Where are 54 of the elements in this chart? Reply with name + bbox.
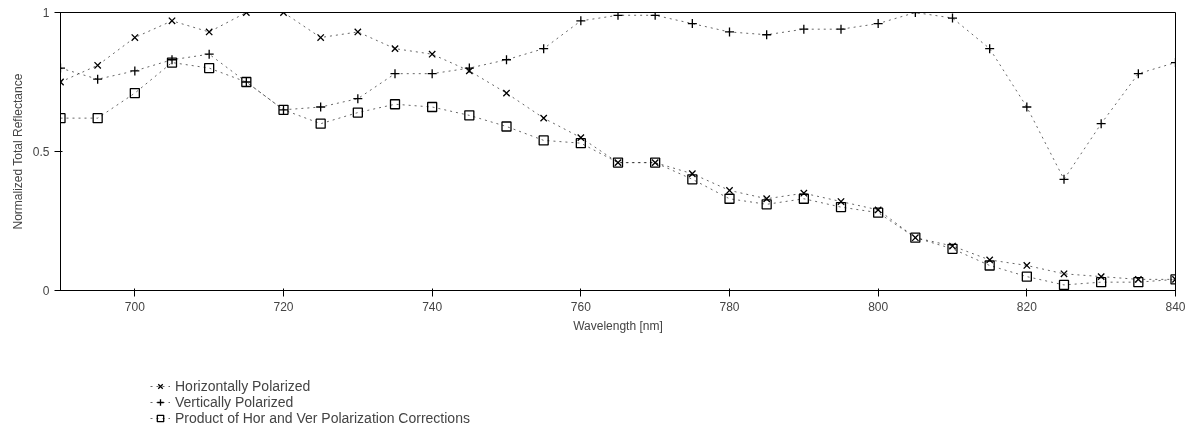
point [1021, 271, 1032, 282]
point [464, 110, 475, 121]
point [316, 33, 325, 42]
point [1097, 272, 1105, 281]
point [835, 201, 847, 213]
point [501, 121, 512, 132]
point [1096, 277, 1107, 288]
point [427, 101, 438, 113]
point [391, 44, 399, 53]
point [502, 89, 511, 97]
point [798, 193, 809, 204]
x-axis-title: Wavelength [nm] [573, 318, 663, 333]
x-tick-label: 700 [124, 299, 146, 314]
x-tick-label: 720 [273, 299, 294, 314]
point [687, 174, 698, 185]
point [354, 28, 362, 36]
point [984, 260, 995, 271]
x-tick-label: 800 [868, 299, 889, 314]
y-tick-label: 0.5 [32, 145, 50, 159]
legend-label: Product of Hor and Ver Polarization Corrections [175, 410, 470, 426]
legend-label: Vertically Polarized [175, 394, 294, 410]
point [315, 118, 326, 129]
point [428, 50, 436, 59]
point [465, 67, 474, 75]
x-tick-label: 820 [1016, 299, 1038, 314]
point [538, 135, 549, 146]
point [92, 112, 103, 124]
x-tick-label: 740 [422, 299, 443, 314]
x-tick-label: 840 [1165, 299, 1186, 314]
point [1023, 261, 1031, 270]
point [204, 62, 215, 74]
point [205, 28, 213, 36]
point [168, 17, 176, 25]
point [575, 138, 586, 149]
point [947, 243, 958, 254]
point [1133, 277, 1144, 288]
point [725, 186, 734, 195]
x-tick-label: 760 [570, 299, 592, 314]
y-tick-label: 1 [42, 6, 50, 20]
point [1058, 279, 1070, 291]
point [724, 193, 735, 204]
legend-label: Horizontally Polarized [175, 378, 311, 394]
point [761, 199, 772, 210]
point [352, 107, 363, 118]
point [131, 33, 139, 42]
x-tick-label: 780 [719, 299, 740, 314]
point [873, 207, 884, 218]
y-axis-title: Normalized Total Reflectance [10, 73, 25, 230]
point [539, 114, 548, 122]
point [129, 87, 140, 99]
y-tick-label: 0 [42, 284, 50, 298]
point [389, 99, 401, 110]
point [1060, 269, 1068, 278]
point [1134, 275, 1143, 284]
